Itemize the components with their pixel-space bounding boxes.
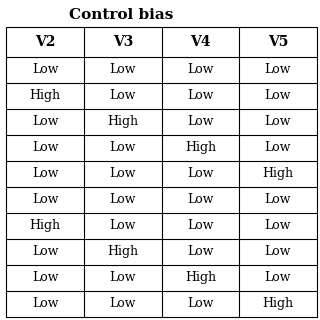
Text: High: High (185, 271, 216, 284)
Text: Low: Low (265, 115, 291, 128)
Text: Low: Low (187, 297, 214, 310)
Text: High: High (262, 297, 293, 310)
Text: V4: V4 (190, 35, 211, 49)
Text: Low: Low (187, 193, 214, 206)
Text: Control bias: Control bias (69, 8, 174, 22)
Text: Low: Low (265, 141, 291, 154)
Text: V2: V2 (35, 35, 55, 49)
Text: Low: Low (109, 219, 136, 232)
Text: High: High (30, 89, 61, 102)
Text: Low: Low (32, 271, 59, 284)
Text: High: High (185, 141, 216, 154)
Text: Low: Low (32, 245, 59, 258)
Text: Low: Low (265, 63, 291, 76)
Text: Low: Low (265, 271, 291, 284)
Text: Low: Low (187, 89, 214, 102)
Text: Low: Low (109, 141, 136, 154)
Text: Low: Low (109, 297, 136, 310)
Text: Low: Low (32, 141, 59, 154)
Text: Low: Low (109, 89, 136, 102)
Text: Low: Low (187, 63, 214, 76)
Text: Low: Low (109, 271, 136, 284)
Text: Low: Low (265, 219, 291, 232)
Text: High: High (107, 115, 138, 128)
Text: Low: Low (265, 89, 291, 102)
Text: V5: V5 (268, 35, 288, 49)
Text: Low: Low (32, 297, 59, 310)
Text: Low: Low (265, 245, 291, 258)
Text: High: High (30, 219, 61, 232)
Text: Low: Low (187, 219, 214, 232)
Text: Low: Low (109, 167, 136, 180)
Text: Low: Low (187, 167, 214, 180)
Text: Low: Low (187, 115, 214, 128)
Text: Low: Low (32, 63, 59, 76)
Text: Low: Low (109, 63, 136, 76)
Text: High: High (107, 245, 138, 258)
Text: Low: Low (32, 115, 59, 128)
Text: High: High (262, 167, 293, 180)
Text: Low: Low (265, 193, 291, 206)
Text: Low: Low (32, 193, 59, 206)
Text: Low: Low (109, 193, 136, 206)
Text: Low: Low (187, 245, 214, 258)
Text: Low: Low (32, 167, 59, 180)
Text: V3: V3 (113, 35, 133, 49)
